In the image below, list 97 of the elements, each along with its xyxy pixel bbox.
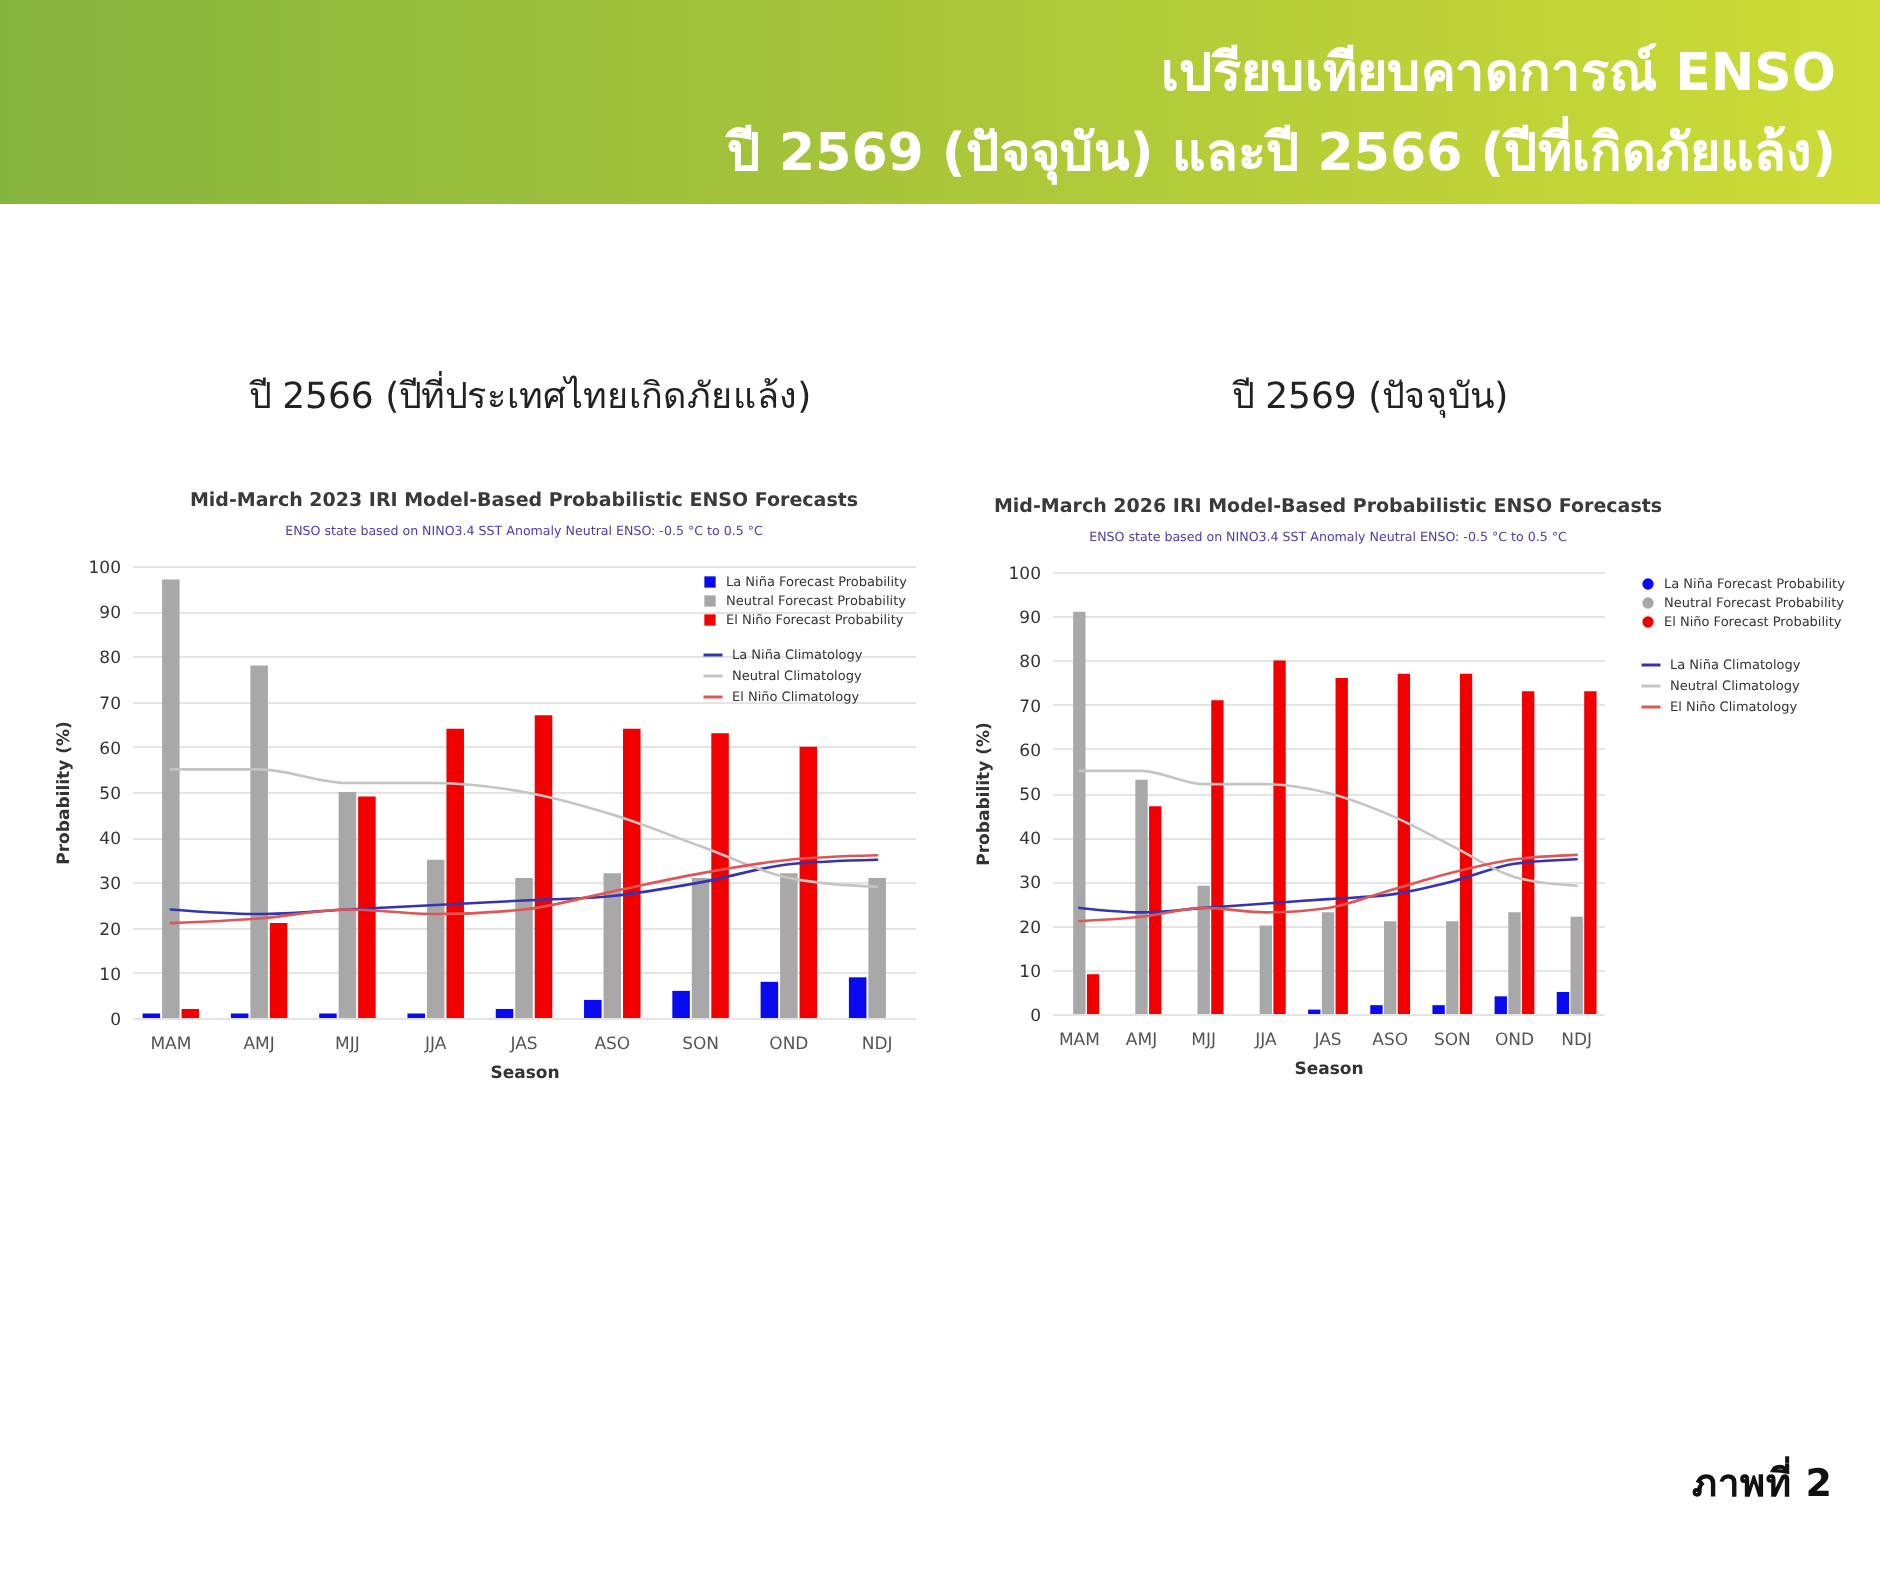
x-tick-label: JJA [423,1035,447,1055]
text: เปรียบเทียบคาดการณ์ ENSO [1161,41,1836,108]
bar [358,796,376,1018]
bar [1086,974,1100,1014]
bar [623,728,641,1018]
x-tick-label: OND [1494,1031,1535,1051]
bar [1211,700,1224,1014]
x-tick-label: SON [682,1035,720,1055]
text: ปี 2569 (ปัจจุบัน) [1229,374,1511,422]
bar [1570,916,1583,1014]
bar [338,792,357,1018]
bar [1446,921,1459,1014]
text: ภาพที่ 2 [1692,1454,1832,1510]
line-series [1078,769,1578,888]
x-tick-label: ASO [594,1035,631,1055]
y-tick-label: 20 [1019,918,1041,939]
x-tick-label: OND [769,1035,810,1055]
x-tick-label: MJJ [1191,1031,1217,1051]
bar [603,873,622,1018]
y-tick-label: 10 [99,965,121,986]
bar [1335,678,1348,1014]
chart-title: Mid-March 2023 IRI Model-Based Probabilistic ENSO Forecasts [189,490,859,513]
x-tick-label: AMJ [1125,1031,1158,1051]
y-axis-title: Probability (%) [54,721,75,865]
y-tick-label: 60 [99,739,121,760]
x-tick-label: MAM [1058,1031,1100,1051]
bar [711,733,729,1018]
y-tick-label: 90 [99,604,121,625]
bar [1149,806,1162,1014]
bar [1432,1005,1445,1014]
bar [1273,660,1286,1014]
bar [162,579,180,1018]
bar [1494,996,1507,1014]
y-tick-label: 10 [1019,962,1041,983]
chart-title: Mid-March 2026 IRI Model-Based Probabilistic ENSO Forecasts [993,496,1663,519]
bar [250,665,268,1018]
y-tick-label: 60 [1019,741,1041,762]
bar [780,873,798,1018]
y-tick-label: 100 [1008,565,1041,585]
bar [269,923,288,1018]
y-tick-label: 70 [99,694,121,715]
x-tick-label: MAM [150,1035,192,1055]
bar [584,999,602,1018]
bar [760,981,779,1018]
bar [1197,885,1210,1014]
bar [534,715,553,1018]
x-tick-label: NDJ [1561,1031,1593,1051]
x-tick-label: JJA [1253,1031,1277,1051]
bar [1135,779,1148,1014]
x-axis-title: Season [490,1064,560,1084]
y-tick-label: 40 [1019,830,1041,851]
bar [1397,673,1411,1014]
y-tick-label: 40 [99,830,121,851]
line-series [169,768,879,889]
y-tick-label: 30 [99,875,121,896]
x-tick-label: NDJ [861,1035,893,1055]
y-tick-label: 0 [1030,1007,1041,1027]
bar [1321,912,1335,1014]
x-tick-label: JAS [508,1035,538,1055]
x-axis-title: Season [1294,1060,1364,1080]
bar [181,1008,200,1018]
bar [495,1008,514,1018]
y-tick-label: 100 [88,559,121,579]
bar [1508,912,1521,1014]
y-tick-label: 0 [110,1011,121,1031]
bar [515,877,533,1018]
text: ปี 2566 (ปีที่ประเทศไทยเกิดภัยแล้ง) [246,372,814,422]
bar [446,728,464,1018]
bar [426,859,445,1018]
bar [868,877,886,1018]
y-tick-label: 50 [1019,786,1041,806]
text: ปี 2569 (ปัจจุบัน) และปี 2566 (ปีที่เกิดภัยแล้ง) [726,120,1836,188]
bar [1459,673,1473,1014]
bar [848,977,867,1018]
bar [1370,1005,1383,1014]
y-tick-label: 80 [1019,653,1041,674]
bar [1259,925,1273,1014]
x-tick-label: MJJ [335,1035,360,1055]
y-tick-label: 20 [99,920,121,941]
y-tick-label: 80 [99,649,121,670]
x-tick-label: AMJ [243,1035,275,1055]
bar [672,990,690,1018]
y-tick-label: 90 [1019,609,1041,630]
bar [1522,691,1535,1014]
bar [1383,921,1397,1014]
bar [1556,991,1570,1014]
y-axis-title: Probability (%) [974,722,995,866]
y-tick-label: 50 [99,785,121,805]
x-tick-label: ASO [1372,1031,1409,1051]
bar [1584,691,1597,1014]
bar [691,877,710,1018]
y-tick-label: 30 [1019,874,1041,895]
x-tick-label: SON [1433,1031,1471,1051]
x-tick-label: JAS [1312,1031,1342,1051]
bar [799,746,818,1018]
y-tick-label: 70 [1019,697,1041,718]
bar [1073,611,1086,1014]
